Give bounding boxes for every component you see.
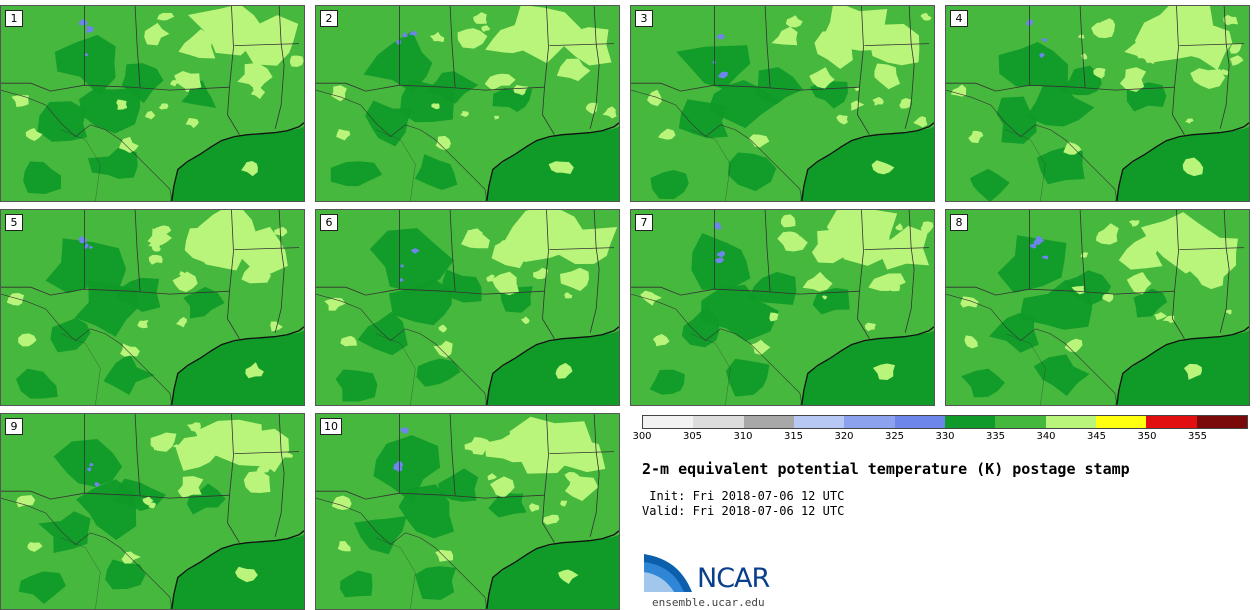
- colorbar-segment: [693, 416, 744, 428]
- member-number-label: 4: [950, 10, 968, 27]
- colorbar-segment: [793, 416, 845, 428]
- colorbar-segment: [1095, 416, 1147, 428]
- colorbar-tick-label: 340: [1036, 431, 1056, 442]
- colorbar-tick-label: 330: [935, 431, 955, 442]
- ensemble-member-map: 5: [0, 209, 305, 406]
- ensemble-member-map: 6: [315, 209, 620, 406]
- member-number-label: 5: [5, 214, 23, 231]
- colorbar-tick-label: 315: [783, 431, 804, 442]
- colorbar-tick-label: 355: [1187, 431, 1208, 442]
- colorbar-segment: [1146, 416, 1197, 428]
- colorbar-tick-label: 320: [834, 431, 854, 442]
- ensemble-member-map: 4: [945, 5, 1250, 202]
- member-number-label: 10: [320, 418, 342, 435]
- ensemble-member-map: 8: [945, 209, 1250, 406]
- member-number-label: 9: [5, 418, 23, 435]
- ensemble-member-map: 9: [0, 413, 305, 610]
- colorbar-segment: [944, 416, 996, 428]
- init-time: Init: Fri 2018-07-06 12 UTC: [642, 489, 845, 503]
- member-number-label: 3: [635, 10, 653, 27]
- colorbar-tick-label: 305: [682, 431, 703, 442]
- member-number-label: 6: [320, 214, 338, 231]
- colorbar-tick-label: 300: [632, 431, 652, 442]
- colorbar-segment: [995, 416, 1046, 428]
- colorbar-segment: [894, 416, 945, 428]
- colorbar-tick-label: 325: [884, 431, 905, 442]
- member-number-label: 8: [950, 214, 968, 231]
- colorbar: [642, 415, 1248, 429]
- colorbar-segment: [743, 416, 794, 428]
- member-number-label: 2: [320, 10, 338, 27]
- ncar-logo-icon: [644, 554, 692, 592]
- ncar-logo-text: NCAR: [697, 563, 770, 594]
- colorbar-segment: [643, 416, 694, 428]
- colorbar-tick-label: 310: [733, 431, 753, 442]
- colorbar-segment: [1045, 416, 1096, 428]
- member-number-label: 1: [5, 10, 23, 27]
- colorbar-segment: [844, 416, 895, 428]
- plot-title: 2-m equivalent potential temperature (K)…: [642, 460, 1130, 478]
- ensemble-member-map: 1: [0, 5, 305, 202]
- colorbar-segment: [1196, 416, 1247, 428]
- ensemble-member-map: 2: [315, 5, 620, 202]
- website-url: ensemble.ucar.edu: [652, 596, 765, 609]
- colorbar-ticks: 300 305 310 315 320 325 330 335 340 345 350 355: [632, 431, 1248, 447]
- ensemble-member-map: 10: [315, 413, 620, 610]
- colorbar-tick-label: 335: [985, 431, 1006, 442]
- colorbar-tick-label: 350: [1137, 431, 1157, 442]
- colorbar-tick-label: 345: [1086, 431, 1107, 442]
- ensemble-member-map: 3: [630, 5, 935, 202]
- ensemble-member-map: 7: [630, 209, 935, 406]
- member-number-label: 7: [635, 214, 653, 231]
- valid-time: Valid: Fri 2018-07-06 12 UTC: [642, 504, 845, 518]
